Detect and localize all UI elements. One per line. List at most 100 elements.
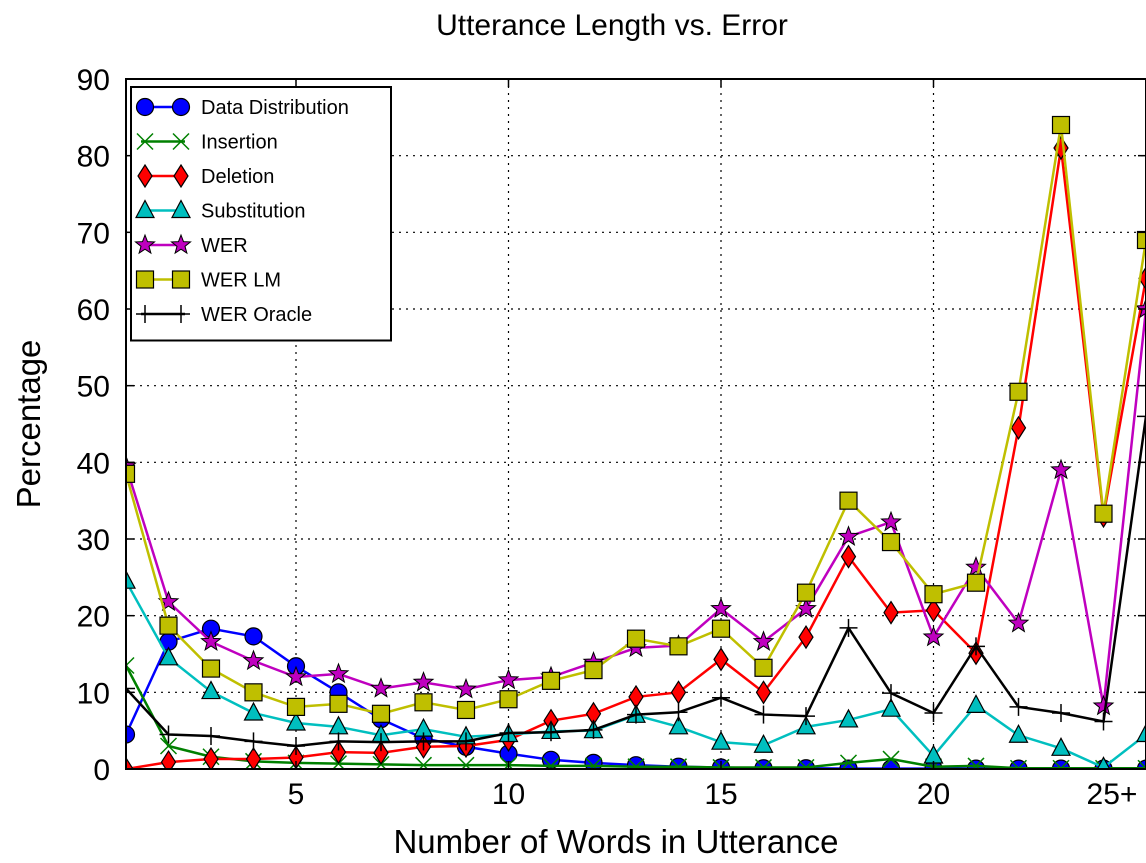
data-point-wer	[710, 597, 732, 619]
legend-entry-wer: WER	[134, 233, 248, 257]
legend: Data Distribution Insertion Deletion Substi…	[130, 86, 392, 342]
data-point-insertion	[967, 757, 985, 769]
legend-entry-data-distribution: Data Distribution	[135, 97, 349, 119]
data-point-deletion	[160, 749, 177, 769]
data-point-wer-lm	[839, 491, 858, 510]
data-point-wer	[922, 625, 945, 647]
y-tick-label: 0	[93, 754, 110, 787]
data-point-wer-oracle	[882, 684, 900, 703]
data-point-wer	[455, 677, 477, 699]
legend-marker	[135, 97, 155, 117]
data-point-wer-oracle	[967, 637, 985, 656]
legend-label: WER LM	[201, 270, 281, 292]
legend-marker	[136, 305, 154, 323]
data-point-wer	[242, 649, 265, 671]
legend-marker	[134, 233, 156, 255]
data-point-substitution	[838, 708, 859, 728]
data-point-wer	[752, 630, 775, 651]
data-point-wer-lm	[541, 671, 561, 690]
data-point-wer	[1092, 694, 1115, 716]
data-point-deletion	[925, 598, 942, 623]
series-wer-oracle	[126, 407, 1146, 755]
data-point-substitution	[966, 694, 986, 713]
data-point-substitution	[286, 711, 306, 731]
data-point-wer-oracle	[1052, 704, 1070, 723]
plot-area-frame	[125, 78, 1146, 770]
data-point-wer-oracle	[712, 688, 730, 707]
legend-marker	[172, 132, 190, 151]
legend-label: WER	[201, 235, 248, 257]
ticks-layer: 5 10 15 20 25+ 0 10 20 30 40 50 60 70 80 90	[77, 64, 1146, 811]
data-point-wer-lm	[584, 660, 603, 680]
y-tick-label: 60	[77, 294, 110, 327]
legend-label: WER Oracle	[201, 304, 312, 326]
data-point-data-distribution	[626, 756, 646, 769]
data-point-wer-oracle	[839, 618, 858, 637]
data-point-wer	[370, 677, 392, 698]
data-point-deletion	[1010, 415, 1027, 440]
data-point-wer-oracle	[244, 732, 263, 751]
data-point-insertion	[669, 758, 688, 769]
x-axis-label: Number of Words in Utterance	[393, 823, 838, 860]
data-point-wer-oracle	[924, 704, 943, 723]
data-point-substitution	[796, 715, 816, 735]
data-point-wer-oracle	[1137, 407, 1146, 426]
data-point-wer-oracle	[584, 720, 603, 739]
x-tick-label: 25+	[1087, 778, 1138, 811]
legend-marker	[171, 199, 191, 219]
data-point-wer-lm	[371, 704, 391, 723]
legend-marker	[172, 305, 190, 323]
legend-marker	[136, 132, 154, 151]
legend-marker	[170, 233, 192, 255]
data-point-deletion	[798, 625, 814, 650]
data-point-wer-lm	[329, 694, 348, 713]
legend-label: Data Distribution	[201, 97, 349, 119]
data-point-wer-lm	[881, 532, 901, 552]
data-point-data-distribution	[244, 627, 263, 646]
data-point-substitution	[243, 701, 264, 721]
data-point-substitution	[201, 680, 221, 700]
legend-entry-insertion: Insertion	[136, 132, 278, 154]
chart-title: Utterance Length vs. Error	[436, 9, 788, 42]
data-point-wer-oracle	[542, 723, 560, 742]
data-point-wer	[327, 662, 350, 684]
data-point-deletion	[883, 600, 899, 625]
data-point-insertion	[457, 756, 475, 769]
data-point-wer	[412, 670, 435, 692]
y-tick-label: 50	[77, 371, 110, 404]
data-point-insertion	[882, 750, 900, 768]
data-point-substitution	[753, 733, 774, 753]
data-point-wer-lm	[924, 585, 943, 604]
y-tick-label: 90	[77, 64, 110, 97]
data-point-wer	[1007, 611, 1030, 633]
data-point-wer	[285, 665, 307, 687]
data-point-deletion	[713, 647, 729, 672]
data-point-deletion	[330, 740, 347, 765]
data-point-wer-oracle	[627, 705, 645, 724]
data-point-insertion	[584, 757, 603, 769]
data-point-insertion	[754, 758, 773, 769]
x-tick-label: 15	[704, 778, 737, 811]
y-tick-label: 30	[77, 524, 110, 557]
data-point-wer-lm	[286, 697, 306, 717]
data-point-wer-lm	[966, 573, 986, 592]
data-point-wer-oracle	[457, 732, 475, 751]
data-point-wer-oracle	[754, 705, 773, 724]
y-tick-label: 80	[77, 141, 110, 174]
data-point-wer	[837, 525, 860, 546]
data-point-insertion	[159, 737, 178, 755]
data-point-substitution	[158, 646, 179, 666]
legend-marker	[137, 163, 153, 189]
data-point-wer-lm	[754, 658, 773, 677]
data-point-deletion	[126, 756, 134, 769]
data-point-substitution	[1136, 723, 1146, 743]
data-point-substitution	[1051, 737, 1071, 756]
data-point-wer-lm	[126, 464, 136, 483]
data-point-wer	[1135, 297, 1146, 319]
data-point-wer-oracle	[1094, 712, 1113, 731]
data-point-wer-oracle	[669, 703, 688, 722]
y-axis-label: Percentage	[10, 340, 47, 509]
y-tick-label: 20	[77, 601, 110, 634]
